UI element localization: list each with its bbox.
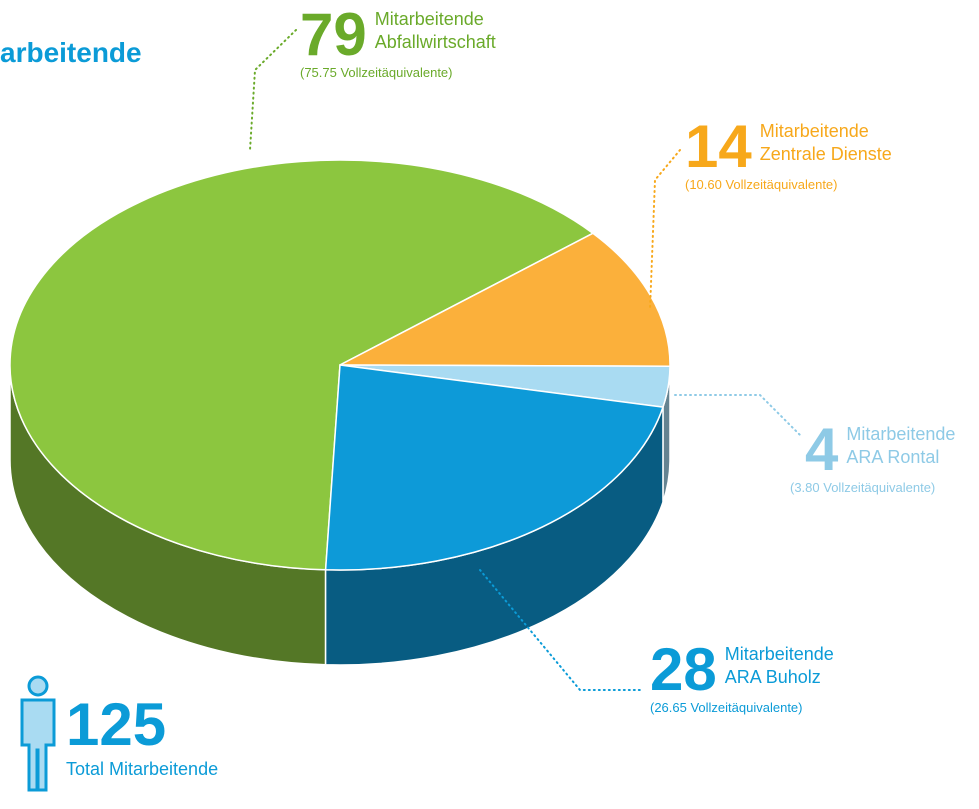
leader-line bbox=[674, 394, 801, 436]
chart-title: arbeitende bbox=[0, 37, 142, 68]
value-label: 28 bbox=[650, 636, 717, 703]
value-label: 4 bbox=[805, 416, 839, 483]
unit-label: Mitarbeitende bbox=[375, 9, 484, 29]
leader-line bbox=[649, 149, 681, 311]
pie-slice bbox=[324, 364, 664, 571]
pie-slice bbox=[9, 159, 595, 571]
pie bbox=[9, 159, 671, 666]
category-label: Abfallwirtschaft bbox=[375, 32, 496, 52]
fte-label: (10.60 Vollzeitäquivalente) bbox=[685, 177, 838, 192]
category-label: ARA Buholz bbox=[725, 667, 821, 687]
leader-line bbox=[249, 29, 297, 151]
unit-label: Mitarbeitende bbox=[725, 644, 834, 664]
leader-line bbox=[479, 569, 641, 691]
value-label: 79 bbox=[300, 1, 367, 68]
unit-label: Mitarbeitende bbox=[846, 424, 955, 444]
person-icon bbox=[20, 675, 56, 792]
fte-label: (75.75 Vollzeitäquivalente) bbox=[300, 65, 453, 80]
category-label: ARA Rontal bbox=[846, 447, 939, 467]
fte-label: (3.80 Vollzeitäquivalente) bbox=[790, 480, 935, 495]
value-label: 14 bbox=[685, 113, 752, 180]
total-value: 125 bbox=[66, 691, 166, 758]
unit-label: Mitarbeitende bbox=[760, 121, 869, 141]
fte-label: (26.65 Vollzeitäquivalente) bbox=[650, 700, 803, 715]
category-label: Zentrale Dienste bbox=[760, 144, 892, 164]
total-label: Total Mitarbeitende bbox=[66, 759, 218, 779]
